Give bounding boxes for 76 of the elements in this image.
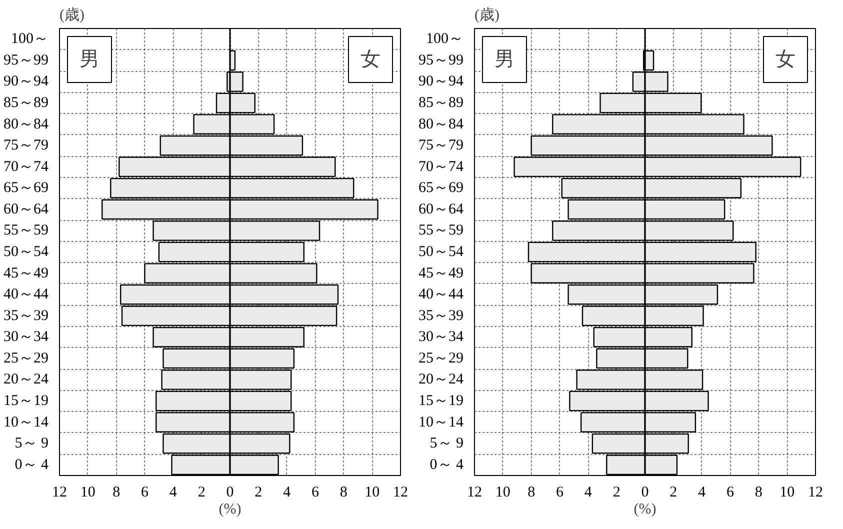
y-tick-label: 55～59 [4,222,48,239]
y-tick-label: 70～74 [418,158,464,175]
y-tick-label: 15～19 [418,393,464,409]
x-tick-label: 10 [780,484,795,500]
x-tick-label: 6 [312,484,320,500]
y-tick-label: 50～54 [418,244,464,260]
y-tick-label: 5～ 9 [430,436,464,452]
x-tick-label: 12 [808,484,823,500]
x-tick-label: 10 [364,484,380,500]
y-tick-label: 45～49 [4,265,48,282]
y-tick-label: 90～94 [4,74,49,90]
text: 男 [494,48,514,70]
text: 女 [776,48,796,70]
y-tick-label: 45～49 [418,265,464,282]
y-tick-label: 55～59 [418,222,464,239]
y-tick-label: 35～39 [418,308,464,324]
y-tick-label: 25～29 [4,350,48,366]
y-tick-label: 100～ [426,31,464,48]
y-tick-label: 35～39 [4,308,48,324]
y-tick-label: 60～64 [4,201,49,218]
y-tick-label: 85～89 [418,95,464,111]
x-tick-label: 4 [584,484,592,500]
y-tick-label: 30～34 [418,329,464,346]
y-axis-title: (歳) [60,6,84,24]
y-tick-label: 65～69 [4,180,48,196]
x-tick-label: 6 [556,484,564,500]
y-tick-label: 20～24 [418,372,464,388]
x-tick-label: 12 [393,484,408,500]
x-tick-label: 4 [698,484,706,500]
x-tick-label: 2 [612,484,620,500]
x-tick-label: 2 [254,484,262,500]
y-tick-label: 75～79 [4,138,48,154]
y-tick-label: 30～34 [4,329,49,346]
y-tick-label: 40～44 [418,286,464,303]
y-axis-title: (歳) [474,6,500,24]
y-tick-label: 75～79 [418,138,464,154]
x-tick-label: 0 [226,484,234,500]
y-tick-label: 5～ 9 [14,436,48,452]
x-tick-label: 0 [641,484,649,500]
text: 女 [360,48,380,70]
y-tick-label: 15～19 [4,393,48,409]
y-tick-label: 80～84 [418,116,464,132]
y-tick-label: 40～44 [4,286,49,303]
x-tick-label: 6 [141,484,149,500]
y-tick-label: 25～29 [418,350,464,366]
x-tick-label: 6 [726,484,734,500]
y-tick-label: 80～84 [4,116,49,132]
x-axis-title: (%) [634,502,656,518]
x-tick-label: 4 [283,484,292,500]
x-tick-label: 12 [52,484,67,500]
y-tick-label: 65～69 [418,180,464,196]
y-tick-label: 90～94 [418,74,464,90]
y-tick-label: 0～ 4 [430,456,464,473]
text: 男 [80,48,100,70]
x-tick-label: 4 [169,484,178,500]
x-tick-label: 10 [80,484,96,500]
y-tick-label: 100～ [11,31,48,48]
y-tick-label: 10～14 [418,414,464,430]
x-tick-label: 12 [467,484,482,500]
y-tick-label: 10～14 [4,414,49,430]
y-tick-label: 0～ 4 [14,456,49,473]
y-tick-label: 50～54 [4,244,49,260]
y-tick-label: 70～74 [4,158,49,175]
y-tick-label: 95～99 [4,52,48,68]
x-tick-label: 8 [528,484,536,500]
y-tick-label: 85～89 [4,95,48,111]
x-tick-label: 2 [198,484,206,500]
y-tick-label: 60～64 [418,201,464,218]
x-tick-label: 2 [670,484,678,500]
x-tick-label: 8 [112,484,120,500]
y-tick-label: 95～99 [418,52,464,68]
y-tick-label: 20～24 [4,372,49,388]
x-tick-label: 8 [340,484,348,500]
x-tick-label: 8 [754,484,762,500]
x-tick-label: 10 [495,484,510,500]
x-axis-title: (%) [218,502,242,518]
